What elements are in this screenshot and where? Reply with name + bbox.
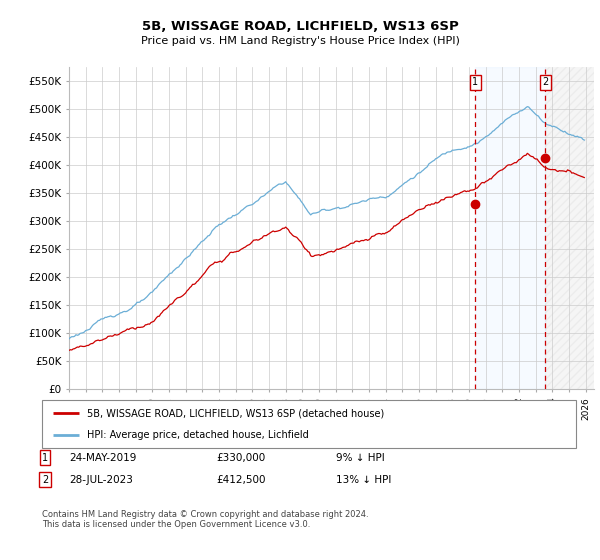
Text: Contains HM Land Registry data © Crown copyright and database right 2024.
This d: Contains HM Land Registry data © Crown c… — [42, 510, 368, 529]
Text: 5B, WISSAGE ROAD, LICHFIELD, WS13 6SP: 5B, WISSAGE ROAD, LICHFIELD, WS13 6SP — [142, 20, 458, 32]
Text: 1: 1 — [42, 452, 48, 463]
Text: Price paid vs. HM Land Registry's House Price Index (HPI): Price paid vs. HM Land Registry's House … — [140, 36, 460, 46]
Text: 28-JUL-2023: 28-JUL-2023 — [69, 475, 133, 485]
Bar — [475, 67, 545, 389]
Bar — [545, 67, 594, 389]
Text: 5B, WISSAGE ROAD, LICHFIELD, WS13 6SP (detached house): 5B, WISSAGE ROAD, LICHFIELD, WS13 6SP (d… — [88, 408, 385, 418]
Text: 13% ↓ HPI: 13% ↓ HPI — [336, 475, 391, 485]
FancyBboxPatch shape — [42, 400, 576, 448]
Text: 1: 1 — [472, 77, 478, 87]
Text: 9% ↓ HPI: 9% ↓ HPI — [336, 452, 385, 463]
Text: 24-MAY-2019: 24-MAY-2019 — [69, 452, 136, 463]
Text: 2: 2 — [542, 77, 548, 87]
Text: £330,000: £330,000 — [216, 452, 265, 463]
Text: 2: 2 — [42, 475, 48, 485]
Text: HPI: Average price, detached house, Lichfield: HPI: Average price, detached house, Lich… — [88, 430, 309, 440]
Text: £412,500: £412,500 — [216, 475, 265, 485]
